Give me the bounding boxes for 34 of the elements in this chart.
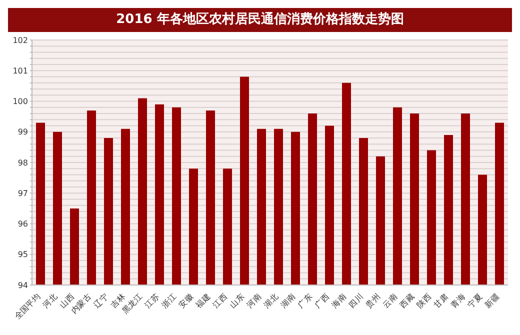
y-tick-label: 94 [18,280,28,290]
x-tick-label: 江苏 [143,292,161,310]
chart-title: 2016 年各地区农村居民通信消费价格指数走势图 [8,8,512,32]
x-tick-label: 安徽 [177,292,195,310]
x-tick-label: 福建 [194,292,212,310]
x-tick-label: 新疆 [483,292,501,310]
x-tick-label: 云南 [381,292,399,310]
x-tick-label: 河北 [41,292,59,310]
x-tick-label: 海南 [330,292,348,310]
x-tick-label: 广东 [296,292,314,310]
y-tick-label: 99 [18,128,28,137]
y-tick-label: 101 [12,66,28,76]
y-tick-label: 97 [18,188,28,198]
x-tick-label: 宁夏 [466,292,484,310]
y-tick-label: 100 [12,97,28,106]
x-tick-label: 贵州 [364,292,382,310]
x-tick-label: 湖北 [262,292,280,310]
x-tick-label: 四川 [347,292,365,310]
x-tick-label: 辽宁 [92,292,110,310]
x-tick-label: 湖南 [279,292,297,310]
x-tick-label: 西藏 [398,292,416,310]
y-tick-label: 98 [18,158,28,168]
x-tick-label: 青海 [449,292,467,310]
x-tick-label: 全国平均 [12,292,42,322]
x-tick-label: 河南 [245,292,263,310]
x-tick-label: 山东 [228,292,246,310]
x-tick-label: 浙江 [160,292,178,310]
x-tick-label: 广西 [313,292,331,310]
x-tick-label: 陕西 [415,292,433,310]
y-tick-label: 96 [18,220,28,229]
x-tick-label: 江西 [211,292,229,310]
x-tick-label: 甘肃 [432,292,450,310]
y-tick-label: 95 [18,250,28,260]
y-tick-label: 102 [12,36,28,45]
